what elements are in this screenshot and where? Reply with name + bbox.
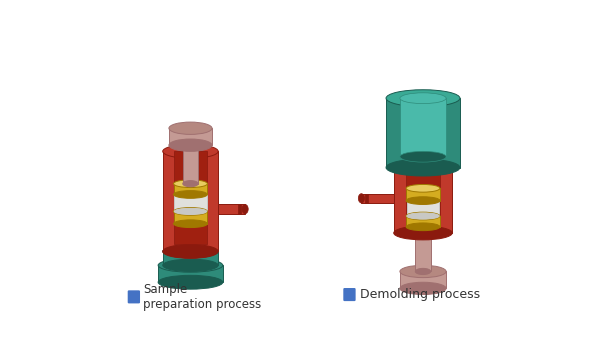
Polygon shape	[394, 164, 452, 233]
Polygon shape	[406, 164, 440, 227]
Polygon shape	[386, 98, 460, 168]
Ellipse shape	[183, 181, 198, 187]
Ellipse shape	[386, 159, 460, 176]
Polygon shape	[163, 151, 218, 251]
Polygon shape	[415, 225, 431, 272]
Ellipse shape	[163, 259, 218, 272]
Polygon shape	[407, 201, 439, 216]
Ellipse shape	[158, 275, 223, 289]
Polygon shape	[169, 128, 212, 145]
Polygon shape	[173, 151, 208, 244]
Polygon shape	[400, 272, 446, 288]
Ellipse shape	[386, 90, 460, 107]
Ellipse shape	[406, 223, 440, 231]
Ellipse shape	[158, 258, 223, 272]
Ellipse shape	[406, 184, 440, 192]
Ellipse shape	[183, 142, 198, 148]
Polygon shape	[173, 211, 208, 224]
Ellipse shape	[163, 145, 218, 158]
Polygon shape	[158, 265, 223, 282]
FancyBboxPatch shape	[128, 290, 140, 303]
Ellipse shape	[400, 282, 446, 295]
Ellipse shape	[407, 213, 439, 219]
Ellipse shape	[415, 222, 431, 228]
Polygon shape	[218, 204, 245, 214]
Ellipse shape	[169, 122, 212, 134]
Polygon shape	[400, 98, 446, 157]
Ellipse shape	[169, 139, 212, 151]
Ellipse shape	[400, 93, 446, 104]
Ellipse shape	[174, 191, 206, 197]
Ellipse shape	[394, 157, 452, 170]
Polygon shape	[238, 204, 241, 214]
Ellipse shape	[173, 220, 208, 228]
Polygon shape	[361, 194, 394, 203]
Ellipse shape	[407, 197, 439, 204]
Ellipse shape	[174, 208, 206, 215]
Ellipse shape	[173, 180, 208, 188]
Ellipse shape	[173, 191, 208, 198]
Polygon shape	[406, 188, 440, 201]
Text: Sample
preparation process: Sample preparation process	[143, 283, 262, 311]
Ellipse shape	[400, 151, 446, 162]
Polygon shape	[365, 194, 368, 203]
Polygon shape	[406, 216, 440, 227]
Ellipse shape	[406, 197, 440, 204]
Polygon shape	[174, 195, 206, 211]
FancyBboxPatch shape	[343, 288, 356, 301]
Ellipse shape	[173, 208, 208, 215]
Polygon shape	[183, 145, 198, 184]
Ellipse shape	[163, 245, 218, 258]
Ellipse shape	[415, 268, 431, 274]
Ellipse shape	[400, 265, 446, 278]
Ellipse shape	[242, 204, 248, 214]
Ellipse shape	[406, 212, 440, 220]
Text: Demolding process: Demolding process	[360, 288, 480, 301]
Polygon shape	[173, 184, 208, 195]
Ellipse shape	[394, 226, 452, 240]
Ellipse shape	[163, 245, 218, 258]
Polygon shape	[163, 251, 218, 265]
Ellipse shape	[358, 194, 364, 203]
